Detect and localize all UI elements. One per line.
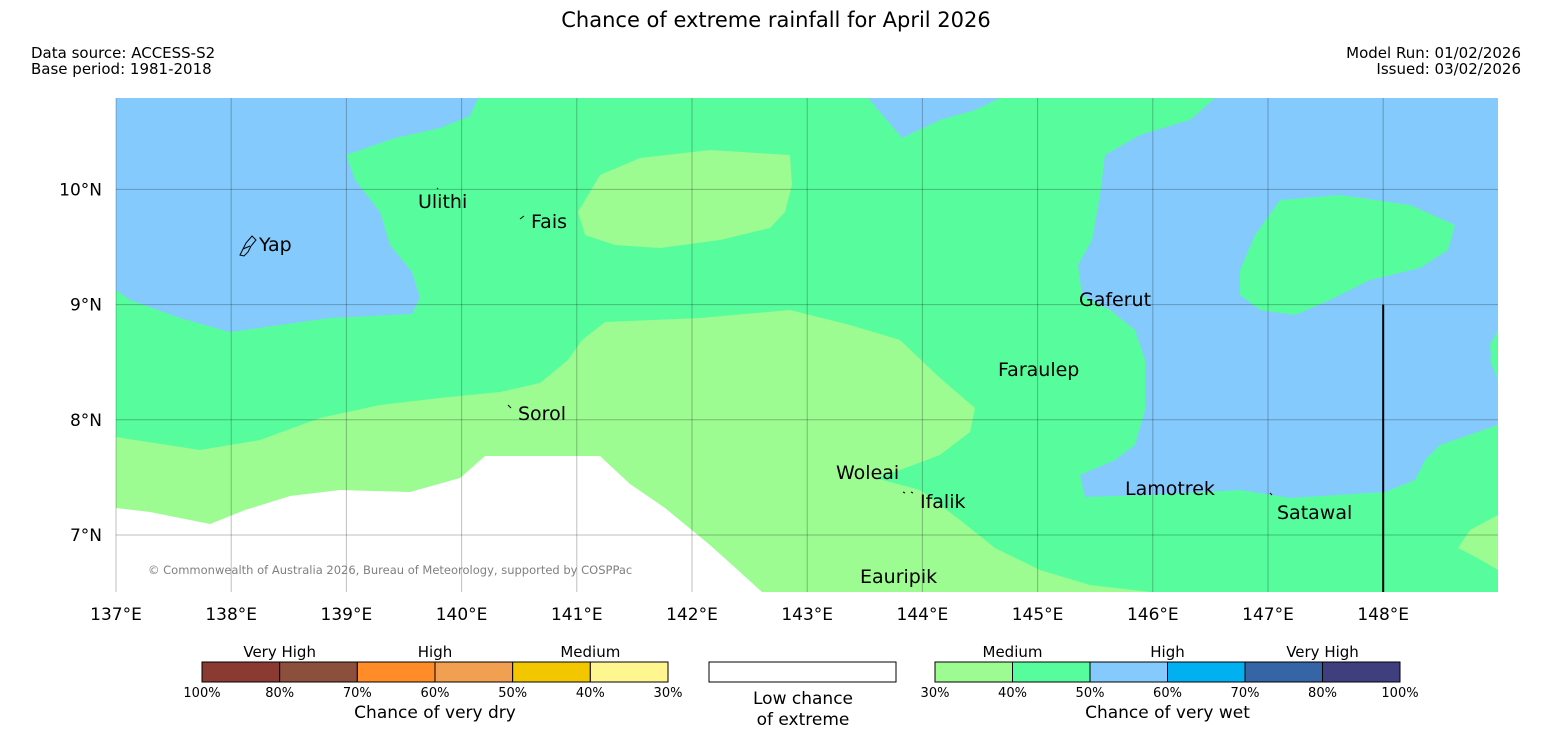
place-label-sorol: Sorol (518, 403, 566, 425)
legend-wet-tick-label: 30% (921, 686, 950, 701)
legend-dry-swatch (201, 661, 281, 683)
lon-tick-label: 147°E (1242, 605, 1294, 625)
legend-wet-swatch (1322, 661, 1401, 683)
base-period: Base period: 1981-2018 (31, 60, 212, 78)
place-label-eauripik: Eauripik (860, 566, 937, 588)
region-40-50-wet-east-island (1240, 195, 1455, 315)
region-50-60-wet-northwest (116, 98, 478, 332)
region-50-60-wet-north (868, 98, 1000, 138)
legend-dry-tick-label: 30% (654, 686, 683, 701)
issued-date: Issued: 03/02/2026 (1376, 60, 1521, 78)
legend-dry-swatch (589, 661, 669, 683)
ulithi-island-mark (436, 187, 439, 190)
legend-dry-tick-label: 50% (498, 686, 527, 701)
legend-dry-tick-label: 70% (343, 686, 372, 701)
lon-tick-label: 146°E (1127, 605, 1179, 625)
meta-right: Model Run: 01/02/2026 Issued: 03/02/2026 (1346, 45, 1521, 77)
fais-island-mark (519, 215, 525, 220)
legend-wet-swatch (1244, 661, 1323, 683)
lon-tick-label: 148°E (1357, 605, 1409, 625)
legend-dry-swatch (512, 661, 591, 683)
legend-dry-swatch (279, 661, 358, 683)
region-40-50-wet-east-edge (1490, 330, 1498, 380)
copyright-notice: © Commonwealth of Australia 2026, Bureau… (148, 563, 632, 577)
legend-low-line1: Low chance (753, 689, 853, 709)
legend-dry-swatch (434, 661, 514, 683)
legend-wet-tick-label: 40% (998, 686, 1027, 701)
legend-dry-tick-label: 40% (576, 686, 605, 701)
legend-wet-tick-label: 60% (1153, 686, 1182, 701)
lon-tick-label: 142°E (666, 605, 718, 625)
lon-tick-label: 139°E (321, 605, 373, 625)
map-title: Chance of extreme rainfall for April 202… (561, 8, 991, 32)
place-label-ifalik: Ifalik (920, 491, 966, 513)
legend-low-line2: of extreme (757, 710, 850, 730)
lat-tick-label: 7°N (70, 526, 102, 546)
legend-wet-swatch (1012, 661, 1091, 683)
lon-tick-label: 145°E (1012, 605, 1064, 625)
lat-tick-label: 8°N (70, 411, 102, 431)
model-run: Model Run: 01/02/2026 (1346, 44, 1521, 62)
yap-island-outline (239, 235, 257, 257)
legend-low: Low chance of extreme (708, 661, 897, 730)
legend-wet-category-label: Medium (983, 643, 1043, 661)
region-low-chance (116, 456, 762, 592)
place-label-woleai: Woleai (836, 462, 899, 484)
legend-wet-category-label: Very High (1286, 643, 1359, 661)
place-labels: Yap Ulithi Fais Gaferut Faraulep Sorol Woleai I… (258, 191, 1352, 588)
island-shapes (239, 187, 1273, 496)
legend-dry-category-label: High (418, 643, 452, 661)
lon-tick-label: 144°E (897, 605, 949, 625)
legend-dry-swatch (356, 661, 436, 683)
lat-tick-label: 9°N (70, 296, 102, 316)
meta-left: Data source: ACCESS-S2 Base period: 1981… (31, 45, 215, 77)
lon-tick-label: 140°E (436, 605, 488, 625)
legend-dry-tick-label: 60% (421, 686, 450, 701)
legend: 100% 80% 70% 60% 50% 40% 30% Very High High Mediu… (183, 643, 1418, 730)
lon-tick-label: 141°E (551, 605, 603, 625)
legend-wet-tick-label: 50% (1076, 686, 1105, 701)
legend-dry-tick-label: 80% (265, 686, 294, 701)
place-label-faraulep: Faraulep (998, 359, 1079, 381)
lon-tick-label: 143°E (781, 605, 833, 625)
legend-low-swatch (708, 661, 897, 683)
legend-wet: 30% 40% 50% 60% 70% 80% 100% Medium High Very Hig… (921, 643, 1419, 723)
legend-dry-tick-label: 100% (183, 686, 220, 701)
legend-wet-swatch (1089, 661, 1168, 683)
legend-wet-tick-label: 100% (1381, 686, 1418, 701)
legend-wet-category-label: High (1150, 643, 1184, 661)
place-label-lamotrek: Lamotrek (1125, 478, 1215, 500)
region-30-40-wet-north (578, 150, 792, 248)
legend-wet-label: Chance of very wet (1085, 703, 1250, 723)
legend-dry-category-label: Medium (560, 643, 620, 661)
legend-dry: 100% 80% 70% 60% 50% 40% 30% Very High High Mediu… (183, 643, 682, 723)
map-gridlines (115, 98, 1498, 592)
satawal-island-mark (1269, 492, 1273, 496)
longitude-tick-labels: 137°E 138°E 139°E 140°E 141°E 142°E 143°E 144°E… (90, 605, 1409, 625)
legend-dry-category-label: Very High (243, 643, 316, 661)
legend-dry-label: Chance of very dry (354, 703, 516, 723)
legend-wet-swatch (934, 661, 1013, 683)
place-label-satawal: Satawal (1277, 502, 1352, 524)
place-label-gaferut: Gaferut (1079, 289, 1151, 311)
legend-wet-tick-label: 80% (1308, 686, 1337, 701)
latitude-tick-labels: 10°N 9°N 8°N 7°N (59, 180, 102, 546)
ifalik-island-mark (902, 491, 914, 494)
sorol-island-mark (507, 404, 512, 409)
lat-tick-label: 10°N (59, 180, 102, 200)
place-label-fais: Fais (531, 211, 567, 233)
data-source: Data source: ACCESS-S2 (31, 44, 216, 62)
place-label-ulithi: Ulithi (418, 191, 467, 213)
legend-wet-swatch (1167, 661, 1246, 683)
lon-tick-label: 138°E (205, 605, 257, 625)
region-30-40-wet-southeast (1458, 520, 1498, 568)
legend-wet-tick-label: 70% (1231, 686, 1260, 701)
place-label-yap: Yap (258, 234, 292, 256)
map-regions (116, 98, 1498, 592)
lon-tick-label: 137°E (90, 605, 142, 625)
